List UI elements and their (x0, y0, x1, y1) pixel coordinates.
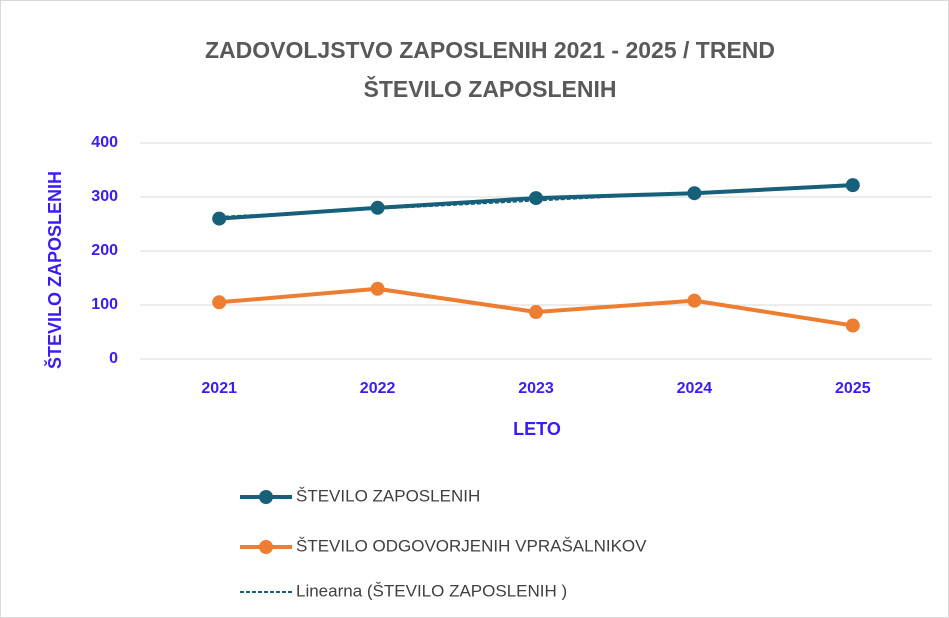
y-axis-label: ŠTEVILO ZAPOSLENIH (44, 171, 65, 369)
y-tick-label: 400 (91, 134, 118, 151)
legend-label: ŠTEVILO ZAPOSLENIH (296, 486, 480, 505)
x-tick-label: 2021 (201, 380, 237, 397)
marker (845, 178, 860, 193)
y-tick-label: 0 (109, 350, 118, 367)
y-tick-label: 300 (91, 188, 118, 205)
marker (212, 295, 227, 310)
chart-title: ŠTEVILO ZAPOSLENIH (363, 75, 616, 102)
x-axis-label: LETO (513, 419, 561, 439)
marker (529, 191, 543, 206)
legend-label: Linearna (ŠTEVILO ZAPOSLENIH ) (296, 581, 567, 600)
marker (845, 318, 860, 333)
marker (212, 211, 227, 226)
x-tick-label: 2023 (518, 380, 554, 397)
y-tick-label: 100 (91, 296, 118, 313)
legend-marker (259, 540, 273, 554)
x-tick-label: 2025 (835, 380, 871, 397)
x-tick-label: 2024 (677, 380, 713, 397)
chart-title: ZADOVOLJSTVO ZAPOSLENIH 2021 - 2025 / TR… (205, 37, 775, 63)
x-tick-label: 2022 (360, 380, 396, 397)
y-tick-label: 200 (91, 242, 118, 259)
marker (687, 293, 702, 308)
marker (370, 200, 385, 215)
legend-label: ŠTEVILO ODGOVORJENIH VPRAŠALNIKOV (296, 536, 647, 555)
marker (529, 305, 543, 320)
marker (687, 186, 702, 201)
marker (370, 281, 385, 296)
legend-marker (259, 490, 273, 504)
